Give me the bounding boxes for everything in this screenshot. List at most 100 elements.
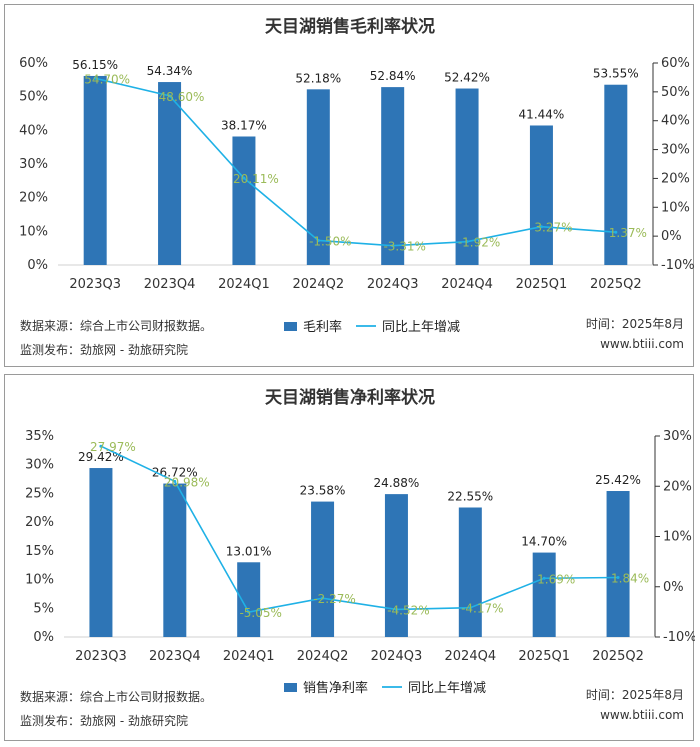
bar-value-label: 52.18% (295, 71, 341, 85)
y-left-tick-label: 15% (25, 544, 54, 559)
yoy-change-label: -1.50% (309, 234, 351, 248)
yoy-change-point (99, 444, 103, 448)
data-source-note: 数据来源：综合上市公司财报数据。 (20, 689, 212, 704)
y-left-tick-label: 5% (33, 601, 54, 616)
yoy-change-line (100, 445, 619, 614)
x-category-label: 2023Q3 (69, 277, 121, 292)
yoy-change-point (539, 225, 543, 229)
x-category-label: 2023Q4 (149, 649, 201, 664)
net-margin-chart: 天目湖销售净利率状况 0% 5% 10% 15% 20% 25% 30% 35% -10% 0% 10… (20, 387, 695, 728)
y-right-tick-label: -10% (661, 258, 695, 273)
bar (604, 84, 628, 265)
bar (83, 75, 107, 265)
y-right-tick-label: 60% (661, 56, 690, 71)
bar (232, 136, 256, 265)
yoy-change-label: 48.60% (159, 90, 205, 104)
y-left-tick-label: 10% (25, 573, 54, 588)
y-left-tick-label: 60% (19, 56, 48, 71)
y-left-tick-label: 20% (19, 191, 48, 206)
yoy-change-label: -2.27% (313, 592, 355, 606)
yoy-change-point (468, 606, 472, 610)
yoy-change-point (614, 230, 618, 234)
yoy-change-point (173, 479, 177, 483)
bar (458, 507, 482, 637)
y-right-tick-label: 50% (661, 85, 690, 100)
legend-line-label: 同比上年增减 (382, 320, 460, 335)
bar-value-label: 23.58% (300, 484, 346, 498)
bar (455, 88, 479, 265)
chart-title: 天目湖销售毛利率状况 (265, 16, 435, 37)
y-right-tick-label: -10% (663, 630, 695, 645)
yoy-change-label: 20.11% (233, 172, 279, 186)
gross-margin-chart: 天目湖销售毛利率状况 0% 10% 20% 30% 40% 50% 60% -10% 0% 10% 2… (19, 16, 695, 357)
y-left-tick-label: 30% (25, 458, 54, 473)
bar-value-label: 24.88% (374, 476, 420, 490)
bar-value-label: 25.42% (595, 473, 641, 487)
x-category-label: 2025Q1 (518, 649, 570, 664)
bar-value-label: 52.42% (444, 71, 490, 85)
x-category-label: 2024Q2 (297, 649, 349, 664)
bar (384, 494, 408, 637)
x-category-label: 2024Q1 (223, 649, 275, 664)
yoy-change-label: -1.92% (458, 236, 500, 250)
x-category-label: 2025Q2 (592, 649, 644, 664)
y-right-tick-label: 0% (661, 229, 682, 244)
website-note: www.btiii.com (600, 708, 684, 722)
website-note: www.btiii.com (600, 337, 684, 351)
publisher-note: 监测发布：劲旅网 - 劲旅研究院 (20, 342, 188, 357)
x-category-label: 2024Q1 (218, 277, 270, 292)
bar (606, 491, 630, 637)
yoy-change-label: -4.17% (461, 602, 503, 616)
yoy-change-label: -3.31% (383, 240, 425, 254)
y-right-tick-label: 30% (663, 429, 692, 444)
yoy-change-label: 3.27% (534, 221, 572, 235)
y-left-tick-label: 0% (33, 630, 54, 645)
y-right-tick-label: 10% (661, 200, 690, 215)
yoy-change-point (93, 76, 97, 80)
bar-value-label: 53.55% (593, 67, 639, 81)
x-category-label: 2024Q4 (445, 649, 497, 664)
yoy-change-point (391, 244, 395, 248)
yoy-change-point (542, 576, 546, 580)
y-right-tick-label: 20% (663, 479, 692, 494)
legend-bar-label: 销售净利率 (303, 680, 368, 696)
bar (529, 125, 553, 265)
y-left-tick-label: 40% (19, 123, 48, 138)
yoy-change-point (321, 596, 325, 600)
bar-value-label: 29.42% (78, 450, 124, 464)
yoy-change-point (465, 240, 469, 244)
gross-margin-panel: 天目湖销售毛利率状况 0% 10% 20% 30% 40% 50% 60% -10% 0% 10% 2… (4, 4, 695, 367)
yoy-change-label: 27.97% (90, 440, 136, 454)
yoy-change-label: -5.05% (239, 606, 281, 620)
y-right-tick-label: 10% (663, 530, 692, 545)
x-category-label: 2025Q1 (516, 277, 568, 292)
y-left-tick-label: 0% (27, 258, 48, 273)
bar-value-label: 52.84% (370, 69, 416, 83)
bar (381, 87, 405, 265)
chart-title: 天目湖销售净利率状况 (265, 387, 435, 408)
bar-value-label: 41.44% (519, 107, 565, 121)
yoy-change-point (316, 238, 320, 242)
yoy-change-point (168, 94, 172, 98)
bar (158, 82, 182, 266)
x-category-label: 2023Q3 (75, 649, 127, 664)
legend-bar-label: 毛利率 (303, 319, 342, 335)
yoy-change-label: 1.37% (609, 226, 647, 240)
publisher-note: 监测发布：劲旅网 - 劲旅研究院 (20, 713, 188, 728)
time-note: 时间：2025年8月 (586, 317, 684, 331)
y-left-tick-label: 20% (25, 515, 54, 530)
bar-value-label: 14.70% (521, 535, 567, 549)
net-margin-panel: 天目湖销售净利率状况 0% 5% 10% 15% 20% 25% 30% 35% -10% 0% 10… (4, 374, 695, 741)
x-category-label: 2024Q3 (371, 649, 423, 664)
x-category-label: 2024Q4 (441, 277, 493, 292)
bar-value-label: 13.01% (226, 544, 272, 558)
x-category-label: 2024Q3 (367, 277, 419, 292)
yoy-change-label: 1.69% (537, 572, 575, 586)
legend-bar-swatch (284, 322, 297, 331)
yoy-change-point (247, 610, 251, 614)
y-left-tick-label: 35% (25, 429, 54, 444)
y-right-tick-label: 0% (663, 580, 684, 595)
yoy-change-label: -4.52% (387, 603, 429, 617)
y-right-tick-label: 40% (661, 114, 690, 129)
bar (532, 552, 556, 637)
